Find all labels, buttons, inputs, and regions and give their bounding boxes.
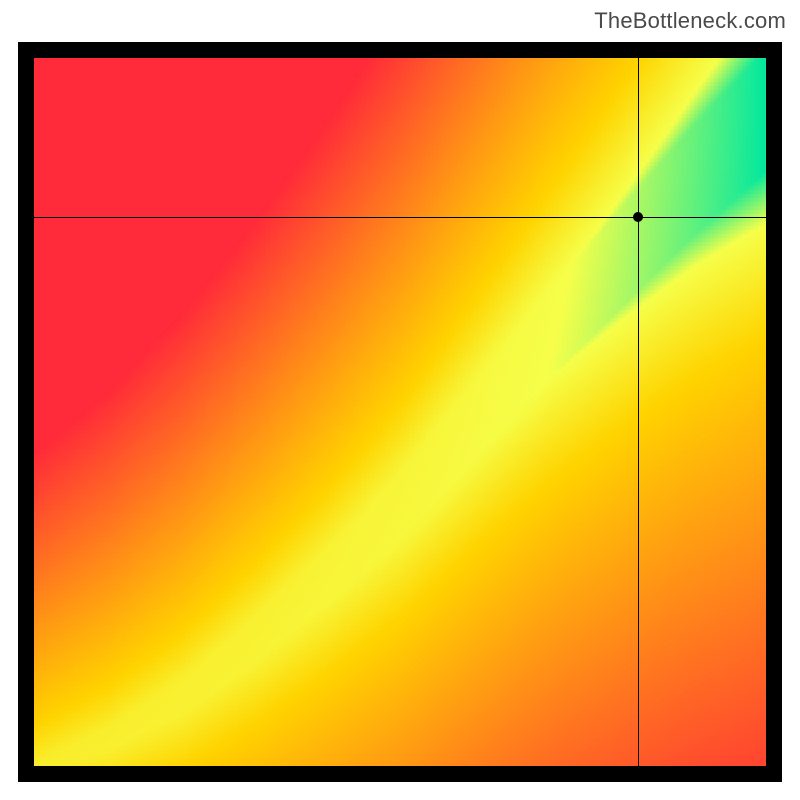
crosshair-marker-dot xyxy=(633,212,643,222)
crosshair-horizontal-line xyxy=(34,217,766,218)
crosshair-vertical-line xyxy=(638,58,639,766)
plot-area xyxy=(34,58,766,766)
bottleneck-heatmap xyxy=(34,58,766,766)
chart-outer-frame xyxy=(18,42,782,782)
watermark-text: TheBottleneck.com xyxy=(594,8,786,34)
